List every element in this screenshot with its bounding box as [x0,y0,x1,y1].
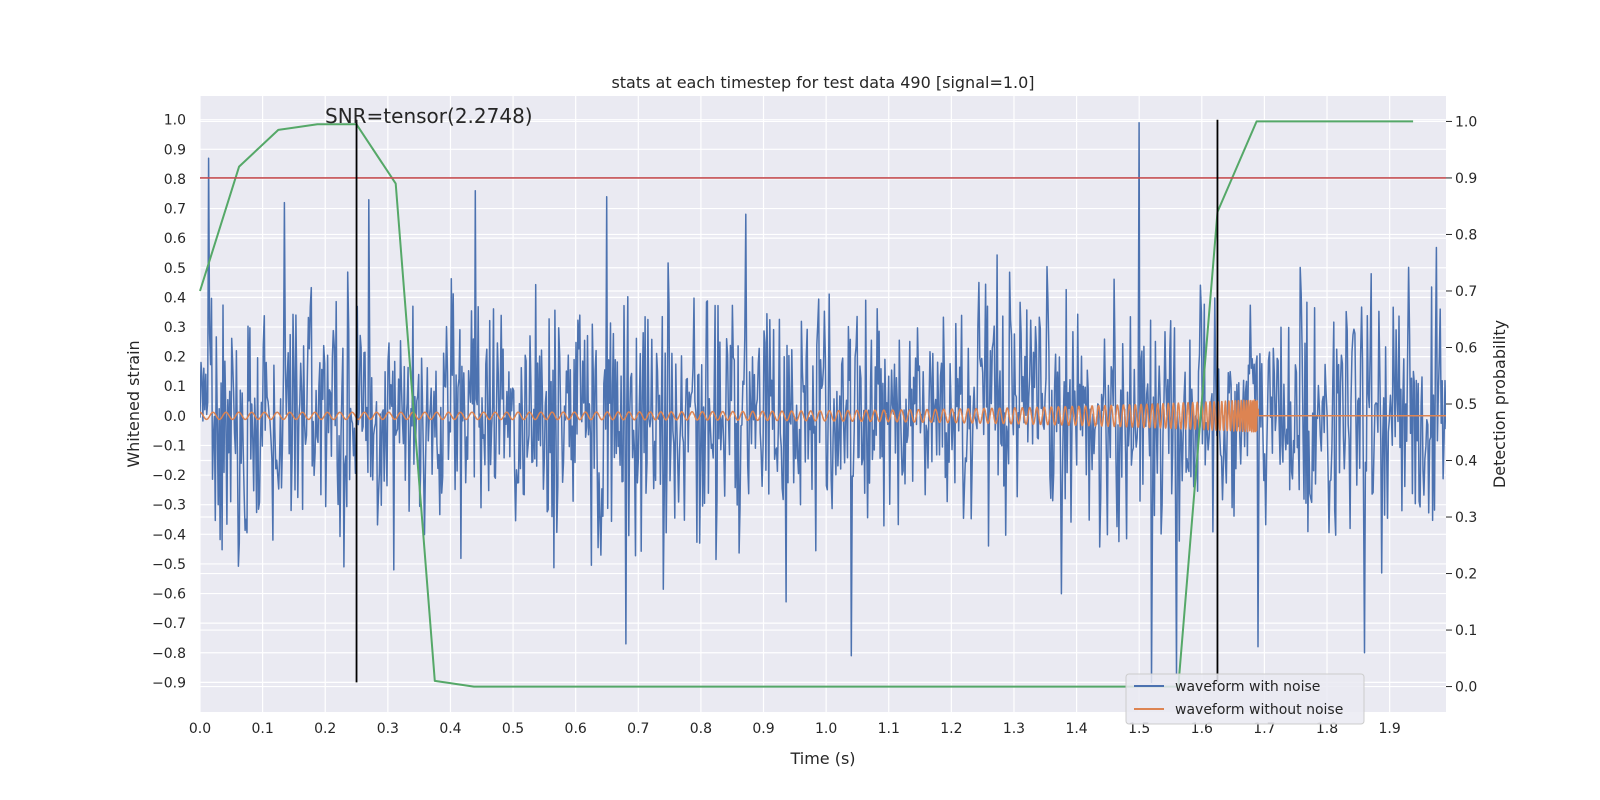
y-left-tick-label: 0.5 [164,261,186,277]
x-tick-label: 1.8 [1316,721,1338,737]
x-tick-label: 0.0 [189,721,211,737]
series-waveform-without-noise [200,398,1446,433]
y-right-tick-label: 0.3 [1455,510,1477,526]
y-right-tick-label: 0.0 [1455,680,1477,696]
x-tick-label: 1.4 [1065,721,1087,737]
y-left-tick-label: 0.0 [164,409,186,425]
y-left-tick-label: 0.3 [164,320,186,336]
series-detection-probability [199,120,1414,688]
x-axis-label: Time (s) [789,749,855,768]
x-tick-label: 1.9 [1379,721,1401,737]
legend-box [1125,673,1365,725]
chart-title: stats at each timestep for test data 490… [611,73,1034,92]
x-tick-label: 0.6 [565,721,587,737]
x-tick-label: 0.5 [502,721,524,737]
y-right-tick-label: 0.9 [1455,171,1477,187]
y-left-tick-label: 0.2 [164,350,186,366]
y-right-tick-label: 0.6 [1455,340,1477,356]
y-right-tick-label: 0.1 [1455,623,1477,639]
y-right-tick-label: 1.0 [1455,114,1477,130]
y-left-tick-label: 0.7 [164,202,186,218]
y-left-tick-label: −0.3 [152,498,186,514]
x-tick-label: 0.1 [251,721,273,737]
x-tick-label: 0.8 [690,721,712,737]
y-left-tick-label: −0.8 [152,646,186,662]
y-left-tick-label: −0.6 [152,587,186,603]
y-left-tick-label: −0.1 [152,438,186,454]
y-left-tick-label: −0.5 [152,557,186,573]
x-tick-label: 1.2 [940,721,962,737]
legend-label-waveform-without-noise: waveform without noise [1175,702,1343,718]
legend: waveform with noise waveform without noi… [1125,673,1365,725]
reference-lines [199,119,1446,688]
y-left-tick-label: −0.7 [152,616,186,632]
snr-annotation: SNR=tensor(2.2748) [325,104,533,128]
y-right-tick-label: 0.5 [1455,397,1477,413]
y-right-tick-label: 0.4 [1455,454,1477,470]
y-right-tick-label: 0.2 [1455,567,1477,583]
x-tick-label: 1.5 [1128,721,1150,737]
x-tick-label: 1.3 [1003,721,1025,737]
y-left-tick-label: 0.6 [164,231,186,247]
y-left-tick-label: 0.8 [164,172,186,188]
x-tick-label: 0.9 [752,721,774,737]
legend-label-waveform-with-noise: waveform with noise [1175,679,1320,695]
y-left-tick-label: 0.9 [164,142,186,158]
y-left-tick-label: 0.4 [164,290,186,306]
y-axis-left-label: Whitened strain [124,340,143,467]
x-tick-label: 1.6 [1191,721,1213,737]
y-left-tick-label: −0.4 [152,527,186,543]
y-left-tick-label: 1.0 [164,113,186,129]
tick-labels: 0.0 0.1 0.2 0.3 0.4 0.5 0.6 0.7 0.8 0.9 1.0 1.1 1.2 1… [152,113,1477,737]
x-tick-label: 1.0 [815,721,837,737]
y-axis-right-label: Detection probability [1490,320,1509,488]
y-left-tick-label: 0.1 [164,379,186,395]
x-tick-label: 0.4 [439,721,461,737]
x-tick-label: 0.2 [314,721,336,737]
y-left-tick-label: −0.2 [152,468,186,484]
y-left-tick-label: −0.9 [152,675,186,691]
x-tick-label: 0.3 [377,721,399,737]
x-tick-label: 1.7 [1253,721,1275,737]
x-tick-label: 1.1 [878,721,900,737]
series-layer [200,121,1446,684]
x-tick-label: 0.7 [627,721,649,737]
y-right-tick-label: 0.8 [1455,227,1477,243]
y-right-tick-label: 0.7 [1455,284,1477,300]
